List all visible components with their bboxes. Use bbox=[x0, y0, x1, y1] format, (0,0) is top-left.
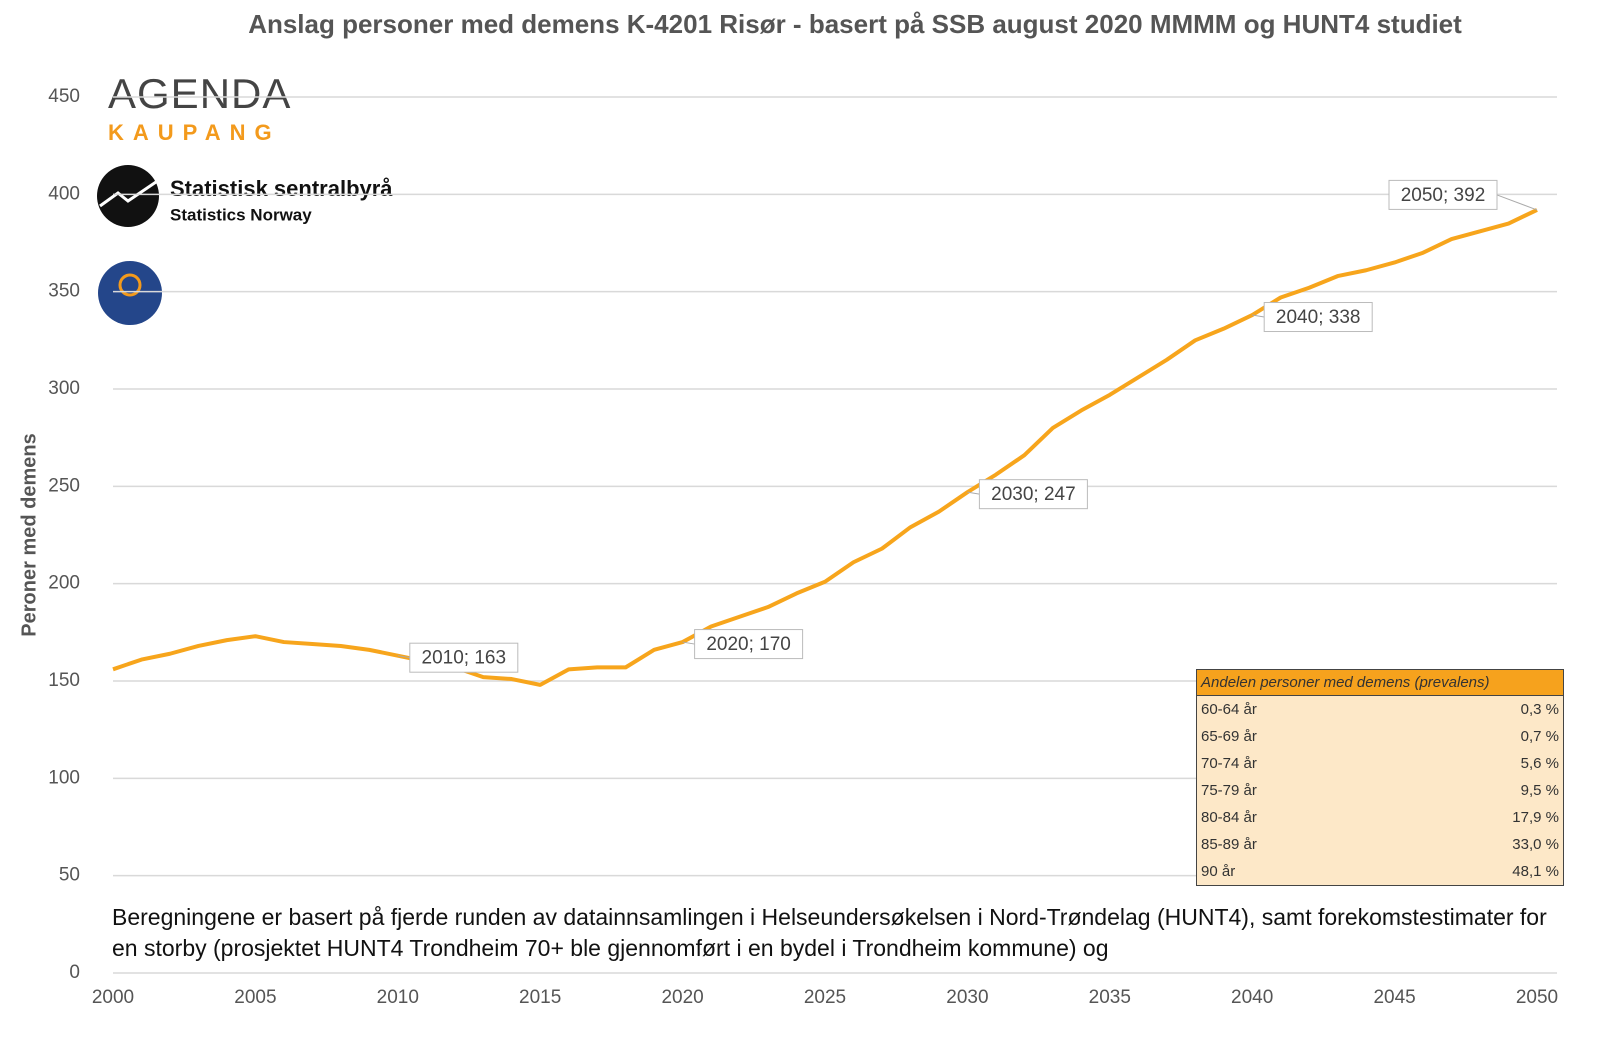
hunt-logo-mark bbox=[118, 273, 142, 297]
age-group: 85-89 år bbox=[1201, 836, 1257, 853]
table-row: 90 år 48,1 % bbox=[1197, 858, 1564, 886]
prevalence: 48,1 % bbox=[1512, 863, 1559, 880]
x-tick-label: 2010 bbox=[377, 987, 419, 1008]
footnote-background bbox=[100, 890, 1590, 966]
line bbox=[112, 208, 1538, 687]
y-axis-label: Peroner med demens bbox=[18, 433, 40, 636]
y-tick-label: 250 bbox=[48, 475, 80, 496]
leader-line bbox=[1496, 194, 1538, 211]
y-tick-label: 400 bbox=[48, 183, 80, 204]
x-tick-label: 2040 bbox=[1231, 987, 1273, 1008]
data-label: 2050; 392 bbox=[1401, 185, 1486, 206]
prevalence: 33,0 % bbox=[1512, 836, 1559, 853]
y-tick-label: 450 bbox=[48, 86, 80, 107]
logo-agenda: AGENDA bbox=[108, 70, 291, 117]
x-tick-label: 2025 bbox=[804, 987, 846, 1008]
x-tick-label: 2020 bbox=[661, 987, 703, 1008]
y-tick-label: 200 bbox=[48, 573, 80, 594]
prevalence-table: Andelen personer med demens (prevalens) 6… bbox=[1196, 669, 1564, 886]
data-label: 2020; 170 bbox=[706, 634, 791, 655]
y-tick-label: 350 bbox=[48, 281, 80, 302]
y-tick-label: 100 bbox=[48, 767, 80, 788]
y-tick-label: 50 bbox=[59, 865, 80, 886]
y-tick-label: 0 bbox=[69, 962, 80, 983]
x-tick-label: 2005 bbox=[234, 987, 276, 1008]
logo-kaupang: KAUPANG bbox=[108, 120, 281, 145]
x-tick-label: 2030 bbox=[946, 987, 988, 1008]
x-tick-label: 2045 bbox=[1373, 987, 1415, 1008]
chart-title: Anslag personer med demens K-4201 Risør … bbox=[248, 9, 1462, 39]
data-label: 2040; 338 bbox=[1276, 307, 1361, 328]
logo-ssb-en: Statistics Norway bbox=[170, 205, 312, 224]
x-tick-label: 2050 bbox=[1516, 987, 1558, 1008]
table-row: 80-84 år 17,9 % bbox=[1197, 804, 1564, 831]
ssb-logo bbox=[97, 165, 159, 227]
x-tick-label: 2000 bbox=[92, 987, 134, 1008]
prevalence: 0,7 % bbox=[1520, 728, 1559, 745]
data-label: 2010; 163 bbox=[422, 648, 507, 669]
ssb-logo-mark bbox=[99, 180, 157, 208]
x-tick-label: 2035 bbox=[1089, 987, 1131, 1008]
table-row: 75-79 år 9,5 % bbox=[1197, 777, 1564, 804]
prevalence: 0,3 % bbox=[1520, 701, 1559, 718]
age-group: 75-79 år bbox=[1201, 782, 1257, 799]
data-label: 2030; 247 bbox=[991, 484, 1076, 505]
y-tick-label: 300 bbox=[48, 378, 80, 399]
table-row: 65-69 år 0,7 % bbox=[1197, 723, 1564, 750]
table-header-row: Andelen personer med demens (prevalens) bbox=[1196, 669, 1564, 696]
prevalence: 5,6 % bbox=[1520, 755, 1559, 772]
leader-line bbox=[397, 655, 410, 659]
age-group: 70-74 år bbox=[1201, 755, 1257, 772]
data-label-box bbox=[409, 642, 519, 673]
table-row: 85-89 år 33,0 % bbox=[1197, 831, 1564, 858]
data-label-box bbox=[1388, 179, 1498, 210]
data-label-box bbox=[978, 479, 1088, 510]
leader-line bbox=[1252, 314, 1265, 318]
data-label-box bbox=[694, 629, 804, 660]
leader-line bbox=[682, 641, 695, 645]
data-label-box bbox=[1263, 302, 1373, 333]
leader-line bbox=[967, 491, 980, 495]
hunt-logo bbox=[98, 261, 162, 325]
x-tick-label: 2015 bbox=[519, 987, 561, 1008]
age-group: 80-84 år bbox=[1201, 809, 1257, 826]
table-row: 60-64 år 0,3 % bbox=[1197, 696, 1564, 724]
age-group: 65-69 år bbox=[1201, 728, 1257, 745]
prevalence: 17,9 % bbox=[1512, 809, 1559, 826]
table-title: Andelen personer med demens (prevalens) bbox=[1196, 669, 1564, 696]
table-row: 70-74 år 5,6 % bbox=[1197, 750, 1564, 777]
prevalence: 9,5 % bbox=[1520, 782, 1559, 799]
age-group: 90 år bbox=[1201, 863, 1236, 880]
age-group: 60-64 år bbox=[1201, 701, 1257, 718]
y-tick-label: 150 bbox=[48, 670, 80, 691]
logo-ssb: Statistisk sentralbyrå bbox=[170, 176, 393, 201]
footnote: Beregningene er basert på fjerde runden … bbox=[112, 904, 1547, 961]
